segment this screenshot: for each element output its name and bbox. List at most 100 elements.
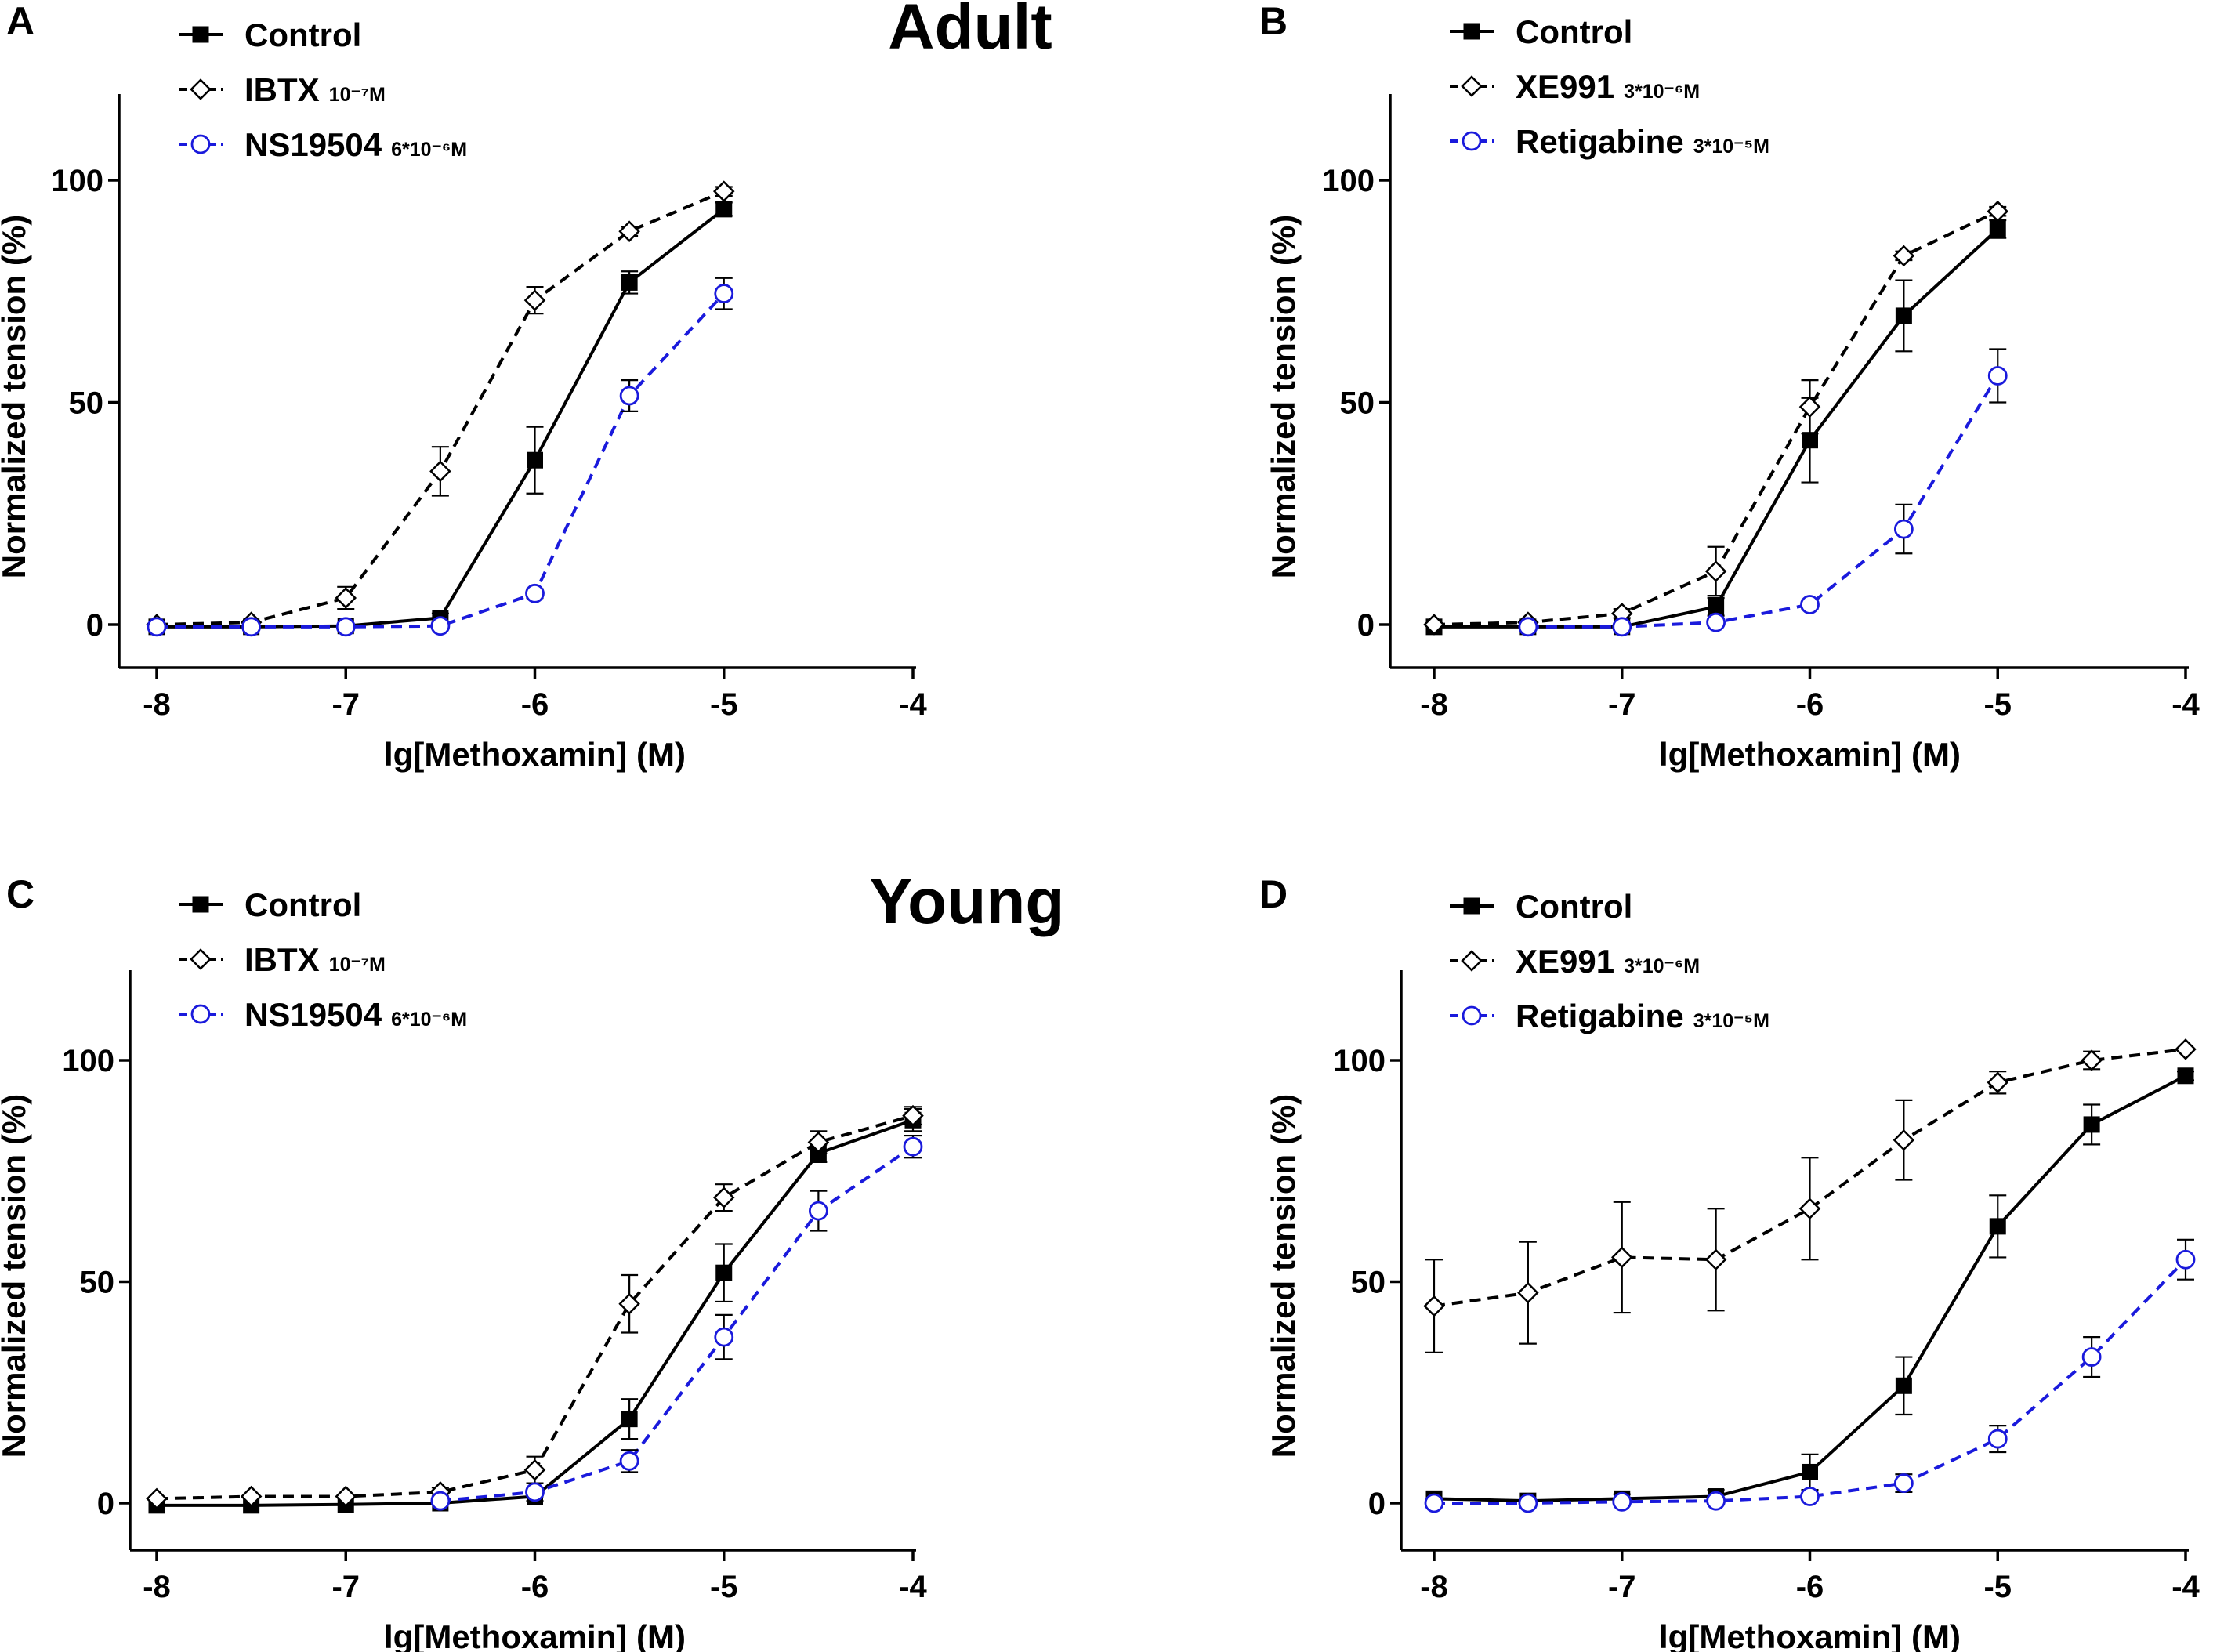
data-point (335, 1485, 357, 1508)
series-control (148, 201, 733, 636)
legend-name: IBTX (244, 71, 320, 108)
x-tick-label: -5 (1983, 687, 2012, 722)
data-point (335, 617, 356, 637)
young-group-title: Young (870, 866, 1065, 937)
data-point (1704, 560, 1727, 582)
data-point (1989, 1218, 2006, 1235)
x-tick-label: -4 (2171, 687, 2200, 722)
x-tick-label: -6 (521, 1570, 549, 1604)
y-tick-label: 0 (86, 608, 103, 643)
x-tick-label: -4 (899, 1570, 927, 1604)
data-point (2175, 1038, 2197, 1060)
x-tick-label: -5 (710, 687, 738, 722)
data-point (1518, 617, 1538, 637)
series-ns19504 (430, 1134, 923, 1511)
legend-marker (190, 1004, 211, 1024)
legend-name: Retigabine (1516, 998, 1684, 1034)
series-line (156, 190, 725, 626)
legend-label: NS19504 6*10⁻⁶M (244, 126, 467, 163)
data-point (430, 616, 451, 636)
y-tick-label: 50 (69, 386, 104, 421)
data-point (1706, 612, 1726, 632)
data-point (1802, 1463, 1818, 1480)
y-tick-label: 0 (97, 1487, 114, 1521)
legend-concentration: 10⁻⁷M (329, 954, 386, 976)
x-axis-label: lg[Methoxamin] (M) (1659, 736, 1961, 773)
panel-label: C (6, 872, 34, 916)
data-point (2177, 1067, 2194, 1085)
data-point (525, 1482, 545, 1502)
data-point (1800, 1487, 1820, 1506)
data-point (1893, 245, 1915, 267)
data-point (1423, 1295, 1445, 1317)
data-point (1987, 1429, 2008, 1449)
data-point (1800, 595, 1820, 614)
legend-entry-control: Control (179, 886, 361, 923)
data-point (714, 1327, 734, 1347)
legend-marker (190, 78, 212, 100)
legend-label: Retigabine 3*10⁻⁵M (1516, 123, 1769, 160)
series-retigabine (1424, 1238, 2196, 1513)
legend-label: Control (244, 16, 361, 53)
data-point (1706, 1491, 1726, 1511)
legend-marker (1461, 75, 1483, 97)
legend-entry-control: Control (179, 16, 361, 53)
x-axis-label: lg[Methoxamin] (M) (384, 1618, 686, 1652)
series-line (1433, 1047, 2186, 1308)
legend-label: Retigabine 3*10⁻⁵M (1516, 998, 1769, 1034)
legend-name: Control (244, 16, 361, 53)
legend-entry-ns19504: NS19504 6*10⁻⁶M (179, 996, 467, 1033)
legend-name: NS19504 (244, 996, 382, 1033)
data-point (715, 1264, 733, 1281)
legend-name: Retigabine (1516, 123, 1684, 160)
data-point (429, 460, 451, 483)
y-tick-label: 0 (1368, 1487, 1385, 1521)
data-point (1987, 366, 2008, 386)
data-point (903, 1136, 923, 1157)
x-tick-label: -4 (2171, 1570, 2200, 1604)
data-point (1798, 396, 1821, 418)
data-point (1895, 307, 1912, 324)
y-tick-label: 50 (1351, 1266, 1386, 1300)
data-point (2081, 1347, 2102, 1367)
x-tick-label: -8 (1420, 687, 1448, 722)
data-point (619, 386, 639, 406)
legend-name: XE991 (1516, 943, 1614, 980)
data-point (241, 617, 262, 637)
y-axis-label: Normalized tension (%) (0, 1094, 32, 1458)
legend-marker (1463, 897, 1480, 915)
x-tick-label: -8 (143, 687, 171, 722)
data-point (1987, 1071, 2009, 1094)
legend-entry-control: Control (1450, 888, 1632, 925)
x-tick-label: -8 (1420, 1570, 1448, 1604)
series-xe991 (1423, 200, 2009, 636)
legend-marker (192, 896, 209, 913)
legend-name: NS19504 (244, 126, 382, 163)
panel-d: D 0 50 100 -8 -7 -6 -5 -4 lg[Methoxamin] (M) Norma… (1259, 872, 2200, 1652)
legend-entry-retigabine: Retigabine 3*10⁻⁵M (1450, 123, 1769, 160)
data-point (1518, 1493, 1538, 1513)
series-ns19504 (147, 277, 734, 637)
data-point (1987, 200, 2009, 223)
series-xe991 (1423, 1038, 2197, 1354)
data-point (2081, 1049, 2103, 1071)
legend-concentration: 10⁻⁷M (329, 84, 386, 106)
legend-label: NS19504 6*10⁻⁶M (244, 996, 467, 1033)
legend-marker (1462, 131, 1482, 151)
panel-label: A (6, 0, 34, 43)
data-point (619, 1451, 639, 1471)
data-point (621, 1411, 638, 1428)
legend-marker (190, 134, 211, 154)
series-retigabine (1518, 348, 2008, 637)
legend-label: Control (1516, 888, 1632, 925)
series-line (1434, 1258, 2187, 1505)
data-point (1989, 220, 2006, 237)
legend-marker (1463, 23, 1480, 40)
data-point (430, 1491, 451, 1511)
data-point (1612, 617, 1632, 637)
legend-label: XE991 3*10⁻⁶M (1516, 943, 1700, 980)
series-line (157, 208, 725, 629)
legend-name: Control (1516, 13, 1632, 50)
data-point (1798, 1197, 1821, 1220)
series-line (157, 1118, 914, 1507)
